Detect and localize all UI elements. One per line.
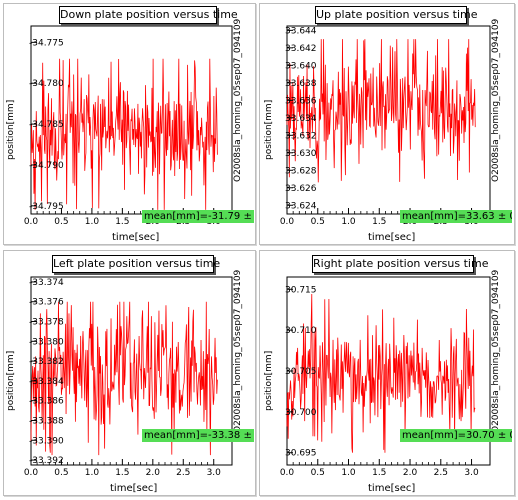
x-tick-label: 0.5 — [54, 468, 68, 478]
x-tick-label: 0.0 — [280, 468, 295, 478]
x-tick-label: 1.0 — [341, 217, 356, 227]
y-tick-label: -34.795 — [29, 202, 64, 212]
y-tick-label: -33.390 — [29, 436, 64, 446]
y-tick-label: -34.790 — [29, 161, 64, 171]
y-tick-label: -33.388 — [29, 416, 64, 426]
x-tick-label: 0.0 — [24, 468, 39, 478]
data-series-line — [30, 58, 218, 210]
mean-value-box: mean[mm]=-31.79 ± 0.00 — [142, 210, 254, 223]
y-tick-label: 33.638 — [285, 79, 317, 89]
chart-panel-left-plate: 0.0 0.5 1.0 1.5 2.0 2.5 3.0 -33.374 -33.376 -33.3… — [3, 250, 256, 496]
mean-value-box: mean[mm]=30.70 ± 0.00 — [400, 429, 512, 442]
x-tick-label: 0.5 — [311, 217, 325, 227]
y-tick-label: 33.636 — [285, 96, 317, 106]
data-series-line — [286, 294, 476, 453]
y-tick-label: -34.775 — [29, 38, 64, 48]
y-tick-label: -33.384 — [29, 377, 64, 387]
y-tick-label: 30.695 — [285, 449, 317, 459]
chart-plot-down-plate: 0.00.51.01.52.02.53.0-34.775-34.780-34.7… — [24, 25, 233, 227]
x-axis-label: time[sec] — [110, 483, 158, 494]
x-tick-label: 0.0 — [24, 217, 39, 227]
chart-panel-up-plate: 0.00.51.01.52.02.53.033.64433.64233.6403… — [259, 3, 515, 245]
y-tick-label: 33.634 — [285, 114, 317, 124]
y-tick-label: -33.374 — [29, 278, 64, 288]
y-tick-label: -34.785 — [29, 120, 64, 130]
data-series-line — [30, 301, 218, 456]
y-tick-label: 30.705 — [285, 367, 317, 377]
mean-value-box: mean[mm]=-33.38 ± 0.00 — [142, 429, 254, 442]
y-tick-label: 33.644 — [285, 26, 317, 36]
x-tick-label: 1.5 — [115, 217, 129, 227]
x-tick-label: 1.0 — [85, 217, 100, 227]
x-tick-label: 3.0 — [464, 468, 479, 478]
chart-title: Down plate position versus time — [59, 6, 238, 24]
y-tick-label: 33.642 — [285, 44, 317, 54]
x-tick-label: 1.0 — [85, 468, 100, 478]
run-label: O2008sla_homing_05sep07_094109 — [491, 269, 501, 433]
y-tick-label: -33.378 — [29, 318, 64, 328]
x-tick-label: 3.0 — [207, 468, 222, 478]
y-tick-label: 33.624 — [285, 201, 317, 211]
y-tick-label: -33.382 — [29, 357, 64, 367]
x-tick-label: 0.5 — [54, 217, 68, 227]
chart-plot-right-plate: 0.0 0.5 1.0 1.5 2.0 2.5 3.0 30.715 30.710 30.705 3… — [280, 276, 491, 478]
y-tick-label: -34.780 — [29, 79, 64, 89]
y-tick-label: 33.632 — [285, 131, 317, 141]
y-axis-label: position[mm] — [6, 99, 16, 160]
y-tick-label: 30.715 — [285, 285, 317, 295]
y-tick-label: -33.386 — [29, 397, 64, 407]
x-tick-label: 1.5 — [115, 468, 129, 478]
x-tick-label: 2.5 — [176, 468, 190, 478]
chart-title: Right plate position versus time — [312, 255, 488, 273]
x-tick-label: 1.5 — [372, 217, 386, 227]
y-axis-label: position[mm] — [264, 99, 274, 160]
x-tick-label: 0.5 — [311, 468, 325, 478]
y-axis-label: position[mm] — [264, 350, 274, 411]
y-tick-label: 33.626 — [285, 184, 317, 194]
run-label: O2008sla_homing_05sep07_094109 — [233, 269, 243, 433]
chart-plot-up-plate: 0.00.51.01.52.02.53.033.64433.64233.6403… — [280, 25, 491, 227]
x-axis-label: time[sec] — [112, 232, 160, 243]
x-tick-label: 1.5 — [372, 468, 386, 478]
x-tick-label: 2.5 — [434, 468, 448, 478]
chart-panel-down-plate: 0.00.51.01.52.02.53.0-34.775-34.780-34.7… — [3, 3, 256, 245]
chart-panel-right-plate: 0.0 0.5 1.0 1.5 2.0 2.5 3.0 30.715 30.710 30.705 3… — [259, 250, 515, 496]
x-tick-label: 0.0 — [280, 217, 295, 227]
y-tick-label: -33.376 — [29, 298, 64, 308]
x-tick-label: 2.0 — [403, 468, 418, 478]
x-axis-label: time[sec] — [368, 483, 416, 494]
run-label: O2008sla_homing_05sep07_094109 — [491, 18, 501, 182]
y-tick-label: 33.630 — [285, 149, 317, 159]
x-axis-label: time[sec] — [368, 232, 416, 243]
y-tick-label: -33.380 — [29, 337, 64, 347]
data-series-line — [286, 39, 476, 183]
x-tick-label: 1.0 — [341, 468, 356, 478]
y-tick-label: 33.640 — [285, 61, 317, 71]
x-tick-label: 2.0 — [146, 468, 161, 478]
y-tick-label: 30.710 — [285, 326, 317, 336]
chart-plot-left-plate: 0.0 0.5 1.0 1.5 2.0 2.5 3.0 -33.374 -33.376 -33.3… — [24, 276, 233, 478]
run-label: O2008sla_homing_05sep07_094109 — [233, 18, 243, 182]
mean-value-box: mean[mm]=33.63 ± 0.00 — [400, 210, 512, 223]
y-axis-label: position[mm] — [6, 350, 16, 411]
chart-title: Up plate position versus time — [315, 6, 478, 24]
y-tick-label: 33.628 — [285, 166, 317, 176]
chart-title: Left plate position versus time — [52, 255, 220, 273]
y-tick-label: 30.700 — [285, 408, 317, 418]
y-tick-label: -33.392 — [29, 456, 64, 466]
